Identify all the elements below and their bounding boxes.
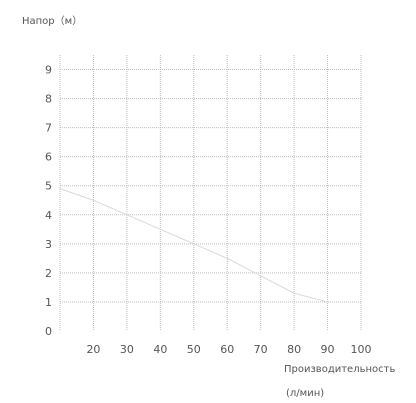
- y-tick-label: 0: [45, 325, 52, 338]
- x-tick-label: 90: [321, 343, 335, 356]
- y-tick-label: 6: [45, 151, 52, 164]
- y-tick-label: 8: [45, 93, 52, 106]
- x-axis-title: Производительность: [284, 364, 396, 375]
- grid: [59, 55, 362, 331]
- x-tick-label: 50: [187, 343, 201, 356]
- x-tick-label: 20: [86, 343, 100, 356]
- x-tick-label: 30: [120, 343, 134, 356]
- x-axis-unit: (л/мин): [286, 388, 325, 399]
- y-tick-label: 5: [45, 180, 52, 193]
- series-line: [59, 188, 328, 303]
- y-tick-label: 2: [45, 267, 52, 280]
- y-tick-label: 3: [45, 238, 52, 251]
- series-layer: [59, 188, 328, 303]
- y-tick-label: 9: [45, 64, 52, 77]
- y-tick-label: 7: [45, 122, 52, 135]
- y-axis-title: Напор（м）: [22, 16, 83, 27]
- y-tick-labels: 0 1 2 3 4 5 6 7 8 9: [45, 64, 52, 338]
- y-tick-label: 1: [45, 296, 52, 309]
- x-tick-label: 80: [287, 343, 301, 356]
- x-tick-labels: 20 30 40 50 60 70 80 90 100: [86, 343, 371, 356]
- x-tick-label: 40: [153, 343, 167, 356]
- x-tick-label: 60: [220, 343, 234, 356]
- x-tick-label: 100: [351, 343, 372, 356]
- y-tick-label: 4: [45, 209, 52, 222]
- x-tick-label: 70: [254, 343, 268, 356]
